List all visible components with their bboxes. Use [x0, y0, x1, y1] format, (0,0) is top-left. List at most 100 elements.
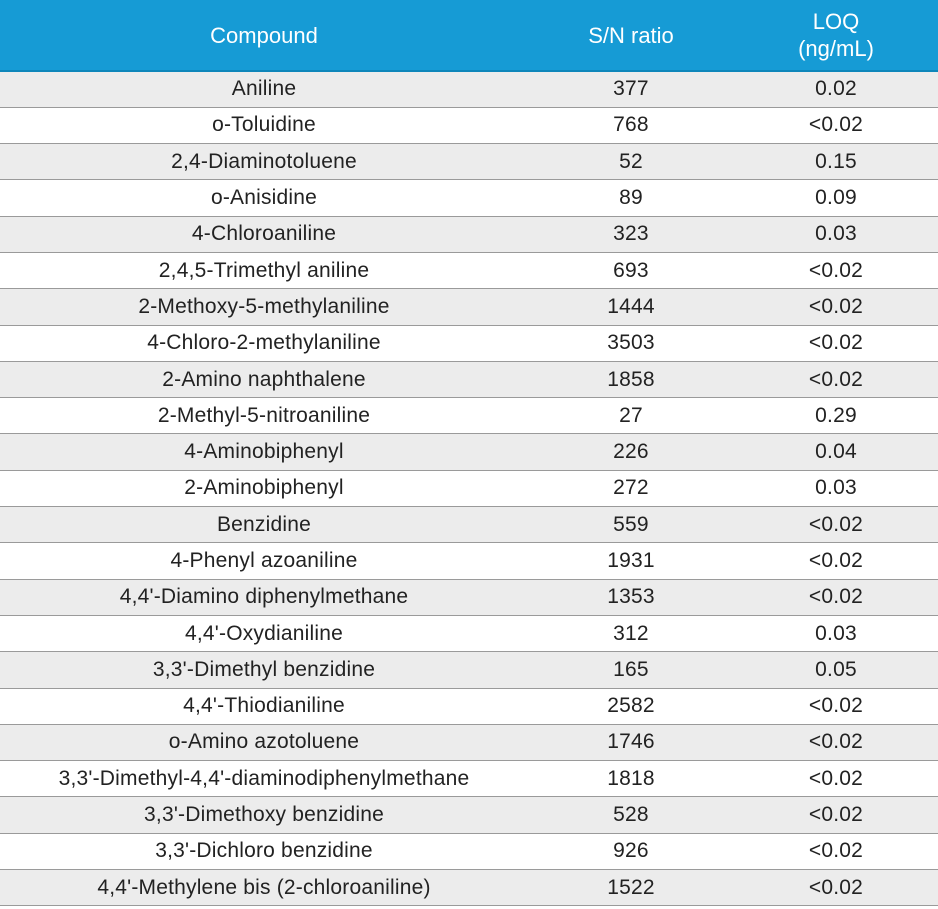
loq-cell: <0.02: [734, 869, 938, 907]
sn-ratio-cell: 693: [528, 252, 734, 290]
compound-cell: 3,3'-Dimethyl-4,4'-diaminodiphenylmethan…: [0, 760, 528, 798]
sn-ratio-cell: 27: [528, 397, 734, 435]
loq-cell: <0.02: [734, 325, 938, 362]
compound-cell: 4-Chloroaniline: [0, 216, 528, 253]
compound-cell: 3,3'-Dimethyl benzidine: [0, 651, 528, 689]
table-row: 2-Aminobiphenyl 272 0.03: [0, 470, 938, 508]
compound-cell: 4,4'-Thiodianiline: [0, 688, 528, 725]
sn-ratio-cell: 1746: [528, 724, 734, 762]
loq-cell: <0.02: [734, 579, 938, 616]
loq-cell: 0.15: [734, 143, 938, 181]
loq-cell: <0.02: [734, 288, 938, 326]
table-header: Compound S/N ratio LOQ (ng/mL): [0, 0, 938, 72]
loq-cell: <0.02: [734, 252, 938, 290]
compound-cell: 4-Chloro-2-methylaniline: [0, 325, 528, 362]
header-loq-label: LOQ: [812, 9, 860, 34]
header-compound: Compound: [0, 0, 528, 72]
table-row: 2-Methoxy-5-methylaniline 1444 <0.02: [0, 288, 938, 326]
compound-cell: o-Amino azotoluene: [0, 724, 528, 762]
table-row: 4,4'-Thiodianiline 2582 <0.02: [0, 688, 938, 725]
compound-cell: 2-Methyl-5-nitroaniline: [0, 397, 528, 435]
sn-ratio-cell: 312: [528, 615, 734, 653]
sn-ratio-cell: 1444: [528, 288, 734, 326]
sn-ratio-cell: 3503: [528, 325, 734, 362]
compound-cell: 4-Aminobiphenyl: [0, 433, 528, 471]
compound-cell: 4,4'-Oxydianiline: [0, 615, 528, 653]
header-loq-unit: (ng/mL): [798, 36, 874, 61]
loq-cell: <0.02: [734, 688, 938, 725]
compound-cell: o-Toluidine: [0, 107, 528, 145]
table-row: 3,3'-Dimethyl-4,4'-diaminodiphenylmethan…: [0, 760, 938, 798]
loq-cell: 0.05: [734, 651, 938, 689]
loq-cell: 0.04: [734, 433, 938, 471]
table-row: 3,3'-Dichloro benzidine 926 <0.02: [0, 833, 938, 871]
table-row: 2,4-Diaminotoluene 52 0.15: [0, 143, 938, 181]
loq-cell: <0.02: [734, 760, 938, 798]
sn-ratio-cell: 89: [528, 179, 734, 217]
loq-cell: <0.02: [734, 796, 938, 834]
compound-cell: Benzidine: [0, 506, 528, 544]
sn-ratio-cell: 1522: [528, 869, 734, 907]
table-row: 3,3'-Dimethyl benzidine 165 0.05: [0, 651, 938, 689]
table-row: 4-Phenyl azoaniline 1931 <0.02: [0, 542, 938, 580]
compound-cell: 2-Amino naphthalene: [0, 361, 528, 399]
compound-cell: 3,3'-Dimethoxy benzidine: [0, 796, 528, 834]
table-row: Benzidine 559 <0.02: [0, 506, 938, 544]
header-row: Compound S/N ratio LOQ (ng/mL): [0, 0, 938, 72]
loq-cell: 0.09: [734, 179, 938, 217]
compound-cell: 2,4,5-Trimethyl aniline: [0, 252, 528, 290]
loq-cell: <0.02: [734, 107, 938, 145]
compound-cell: 4,4'-Methylene bis (2-chloroaniline): [0, 869, 528, 907]
compound-cell: 3,3'-Dichloro benzidine: [0, 833, 528, 871]
loq-cell: <0.02: [734, 833, 938, 871]
sn-ratio-cell: 165: [528, 651, 734, 689]
loq-cell: 0.02: [734, 71, 938, 108]
table-row: 4-Chloro-2-methylaniline 3503 <0.02: [0, 325, 938, 362]
table-row: Aniline 377 0.02: [0, 71, 938, 108]
sn-ratio-cell: 768: [528, 107, 734, 145]
header-sn-ratio: S/N ratio: [528, 0, 734, 72]
table-row: o-Amino azotoluene 1746 <0.02: [0, 724, 938, 762]
compound-cell: 2,4-Diaminotoluene: [0, 143, 528, 181]
sn-ratio-cell: 226: [528, 433, 734, 471]
sn-ratio-cell: 272: [528, 470, 734, 508]
table-row: o-Toluidine 768 <0.02: [0, 107, 938, 145]
sn-ratio-cell: 528: [528, 796, 734, 834]
loq-cell: 0.03: [734, 216, 938, 253]
compound-cell: 4,4'-Diamino diphenylmethane: [0, 579, 528, 616]
table-row: o-Anisidine 89 0.09: [0, 179, 938, 217]
compound-cell: 2-Methoxy-5-methylaniline: [0, 288, 528, 326]
loq-cell: <0.02: [734, 542, 938, 580]
compound-cell: Aniline: [0, 71, 528, 108]
table-row: 4-Aminobiphenyl 226 0.04: [0, 433, 938, 471]
compound-cell: 2-Aminobiphenyl: [0, 470, 528, 508]
table-row: 3,3'-Dimethoxy benzidine 528 <0.02: [0, 796, 938, 834]
sn-ratio-cell: 926: [528, 833, 734, 871]
compound-cell: o-Anisidine: [0, 179, 528, 217]
sn-ratio-cell: 52: [528, 143, 734, 181]
loq-cell: <0.02: [734, 506, 938, 544]
loq-cell: <0.02: [734, 361, 938, 399]
table-row: 4,4'-Diamino diphenylmethane 1353 <0.02: [0, 579, 938, 616]
table-row: 4-Chloroaniline 323 0.03: [0, 216, 938, 253]
table-row: 2,4,5-Trimethyl aniline 693 <0.02: [0, 252, 938, 290]
loq-cell: 0.03: [734, 615, 938, 653]
loq-cell: 0.29: [734, 397, 938, 435]
table-row: 2-Amino naphthalene 1858 <0.02: [0, 361, 938, 399]
sn-ratio-cell: 559: [528, 506, 734, 544]
loq-cell: 0.03: [734, 470, 938, 508]
table-body: Aniline 377 0.02 o-Toluidine 768 <0.02 2,4-Dia…: [0, 71, 938, 907]
sn-ratio-cell: 2582: [528, 688, 734, 725]
header-loq: LOQ (ng/mL): [734, 0, 938, 72]
sn-ratio-cell: 1353: [528, 579, 734, 616]
table-row: 4,4'-Oxydianiline 312 0.03: [0, 615, 938, 653]
sn-ratio-cell: 1858: [528, 361, 734, 399]
sn-ratio-cell: 1931: [528, 542, 734, 580]
compound-cell: 4-Phenyl azoaniline: [0, 542, 528, 580]
sn-ratio-cell: 377: [528, 71, 734, 108]
loq-cell: <0.02: [734, 724, 938, 762]
table-row: 4,4'-Methylene bis (2-chloroaniline) 1522…: [0, 869, 938, 907]
sn-ratio-cell: 323: [528, 216, 734, 253]
sn-ratio-cell: 1818: [528, 760, 734, 798]
